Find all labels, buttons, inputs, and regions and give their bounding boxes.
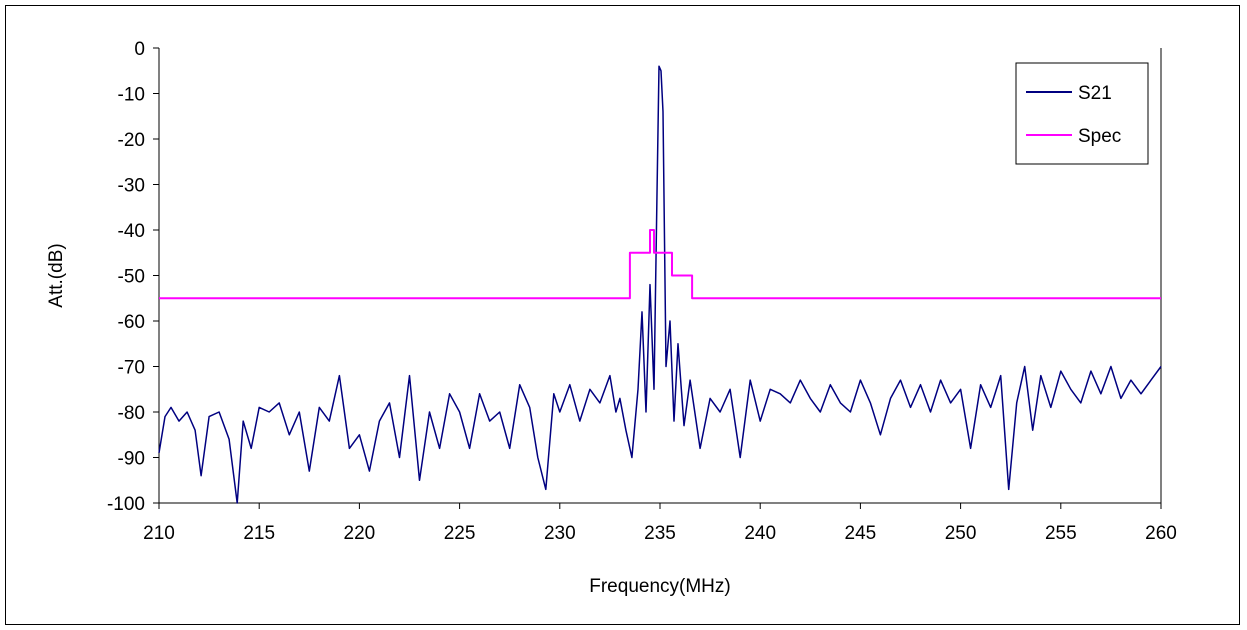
x-tick-label: 260 <box>1145 523 1177 544</box>
x-tick-label: 220 <box>344 523 376 544</box>
x-tick-label: 235 <box>644 523 676 544</box>
legend-label-s21: S21 <box>1078 83 1112 104</box>
legend: S21 Spec <box>1015 62 1149 165</box>
x-tick-label: 215 <box>243 523 275 544</box>
y-axis-ticks: 0 -10 -20 -30 -40 -50 -60 -70 -80 -90 -100 <box>107 39 159 515</box>
x-tick-label: 230 <box>544 523 576 544</box>
y-axis-title: Att.(dB) <box>46 243 67 307</box>
y-tick-label: -50 <box>118 267 145 288</box>
chart-svg: 0-10-20-30-40-50-60-70-80-90-100 210 215 2… <box>46 39 1177 597</box>
x-axis-title: Frequency(MHz) <box>589 576 730 597</box>
y-tick-label: -100 <box>107 494 145 515</box>
legend-box <box>1015 62 1149 165</box>
series-line-s21 <box>158 65 1162 504</box>
x-tick-label: 255 <box>1045 523 1077 544</box>
plot-area <box>158 48 1162 504</box>
legend-label-spec: Spec <box>1078 126 1121 147</box>
x-tick-label: 225 <box>444 523 476 544</box>
y-tick-label: -90 <box>118 449 145 470</box>
y-tick-label: -10 <box>118 85 145 106</box>
y-tick-label: -60 <box>118 312 145 333</box>
y-tick-label: -40 <box>118 221 145 242</box>
y-tick-label: -80 <box>118 403 145 424</box>
x-tick-label: 250 <box>945 523 977 544</box>
x-tick-label: 210 <box>143 523 175 544</box>
series-line-spec <box>159 229 1161 300</box>
y-tick-label: -20 <box>118 130 145 151</box>
chart-frame: 0 -10 -20 -30 -40 -50 -60 -70 -80 -90 -100 210 215 2… <box>5 5 1240 625</box>
x-tick-label: 240 <box>744 523 776 544</box>
x-axis-ticks: 210 215 220 225 230 235 240 245 250 255 260 <box>143 503 1177 544</box>
y-tick-label: -70 <box>118 358 145 379</box>
y-tick-label: 0 <box>134 39 145 60</box>
series-group <box>158 65 1162 504</box>
y-tick-label: -30 <box>118 176 145 197</box>
x-tick-label: 245 <box>845 523 877 544</box>
